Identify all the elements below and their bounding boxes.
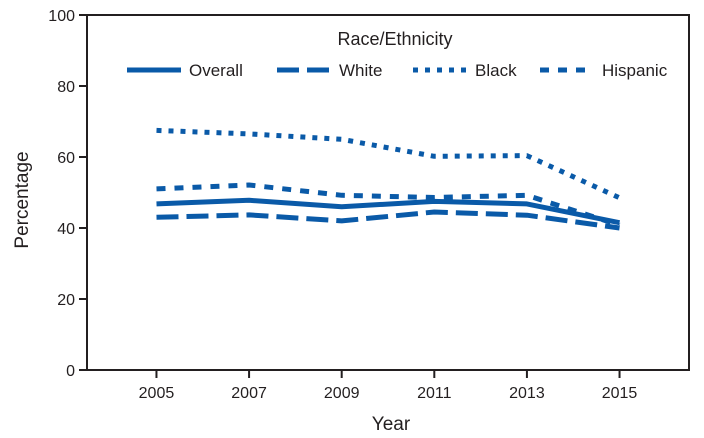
y-tick-label: 100 bbox=[48, 8, 75, 25]
x-tick-label: 2015 bbox=[602, 385, 638, 402]
legend-label-overall: Overall bbox=[189, 61, 243, 80]
y-tick-label: 0 bbox=[66, 363, 75, 380]
y-tick-label: 80 bbox=[57, 79, 75, 96]
legend-title: Race/Ethnicity bbox=[337, 29, 452, 49]
y-tick-label: 60 bbox=[57, 150, 75, 167]
y-tick-label: 40 bbox=[57, 221, 75, 238]
series-line-overall bbox=[156, 197, 620, 226]
x-tick-label: 2009 bbox=[324, 385, 360, 402]
x-tick-label: 2005 bbox=[139, 385, 175, 402]
x-axis-title: Year bbox=[372, 414, 411, 435]
legend-label-hispanic: Hispanic bbox=[602, 61, 668, 80]
legend-label-black: Black bbox=[475, 61, 517, 80]
series-line-hispanic bbox=[156, 182, 621, 228]
x-tick-label: 2011 bbox=[417, 385, 452, 402]
plot-area-frame bbox=[86, 14, 690, 371]
y-axis-title: Percentage bbox=[12, 151, 33, 248]
series-line-black bbox=[156, 127, 621, 201]
y-tick-label: 20 bbox=[57, 292, 75, 309]
legend-label-white: White bbox=[339, 61, 382, 80]
x-tick-label: 2013 bbox=[509, 385, 545, 402]
series-line-white bbox=[156, 209, 620, 231]
x-tick-label: 2007 bbox=[231, 385, 267, 402]
